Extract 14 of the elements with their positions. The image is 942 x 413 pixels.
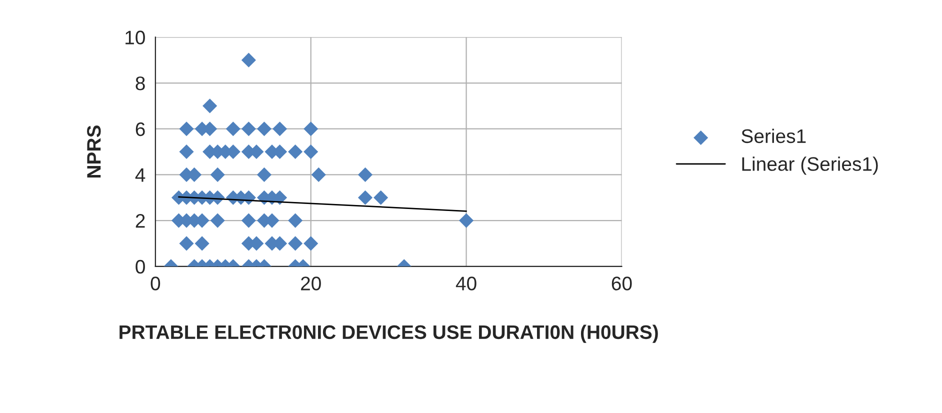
legend-label: Linear (Series1): [742, 156, 878, 175]
y-tick-label: 2: [136, 214, 145, 228]
legend-label: Series1: [742, 128, 806, 144]
y-tick-label: 0: [136, 260, 145, 274]
x-tick-label: 60: [612, 276, 632, 290]
x-tick-label: 40: [456, 276, 476, 290]
x-tick-label: 0: [150, 276, 160, 290]
y-axis-title: NPRS: [87, 126, 101, 178]
x-axis-title: PRTABLE ELECTR0NIC DEVICES USE DURATI0N (H0URS): [120, 324, 658, 343]
y-tick-label: 10: [126, 30, 145, 44]
x-tick-label: 20: [301, 276, 321, 290]
y-tick-label: 6: [136, 122, 145, 136]
y-tick-label: 4: [135, 168, 146, 182]
y-tick-label: 8: [136, 76, 145, 90]
